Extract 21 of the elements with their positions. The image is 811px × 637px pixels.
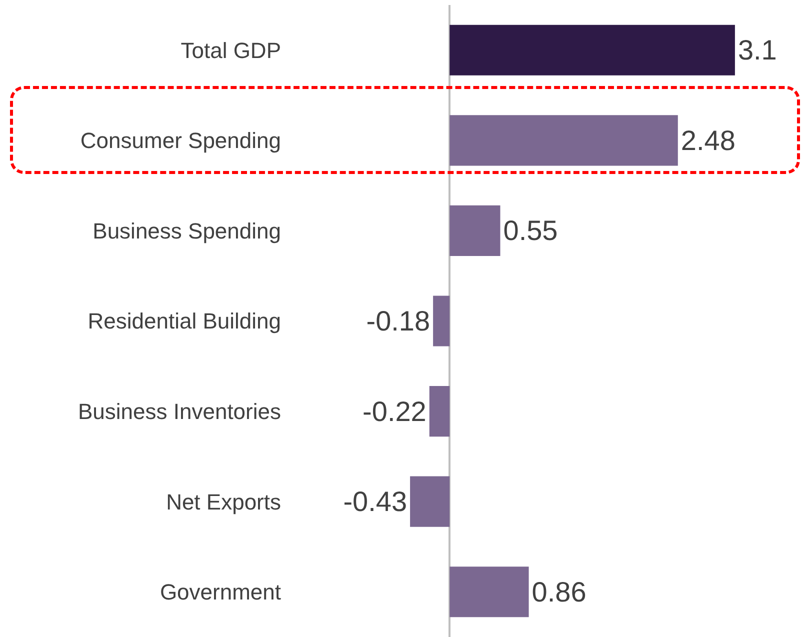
- y-tick-label: Business Spending: [92, 218, 281, 244]
- y-tick-label: Residential Building: [88, 308, 281, 334]
- y-tick-label: Government: [160, 580, 281, 605]
- y-tick-label: Business Inventories: [78, 398, 281, 424]
- data-label: -0.43: [343, 486, 408, 518]
- bar: [450, 205, 500, 256]
- bar: [410, 476, 450, 527]
- y-tick-label: Total GDP: [180, 38, 281, 63]
- bar: [450, 566, 529, 618]
- bar: [429, 386, 450, 437]
- bar: [450, 24, 735, 76]
- bar: [433, 296, 450, 346]
- data-label: -0.18: [366, 306, 430, 336]
- data-label: 2.48: [680, 124, 736, 156]
- bar: [450, 115, 678, 166]
- data-label: -0.22: [362, 396, 426, 427]
- y-tick-label: Consumer Spending: [80, 128, 281, 154]
- data-label: 0.86: [532, 576, 586, 608]
- y-tick-label: Net Exports: [166, 489, 281, 514]
- data-label: 0.55: [503, 215, 558, 246]
- data-label: 3.1: [738, 34, 777, 66]
